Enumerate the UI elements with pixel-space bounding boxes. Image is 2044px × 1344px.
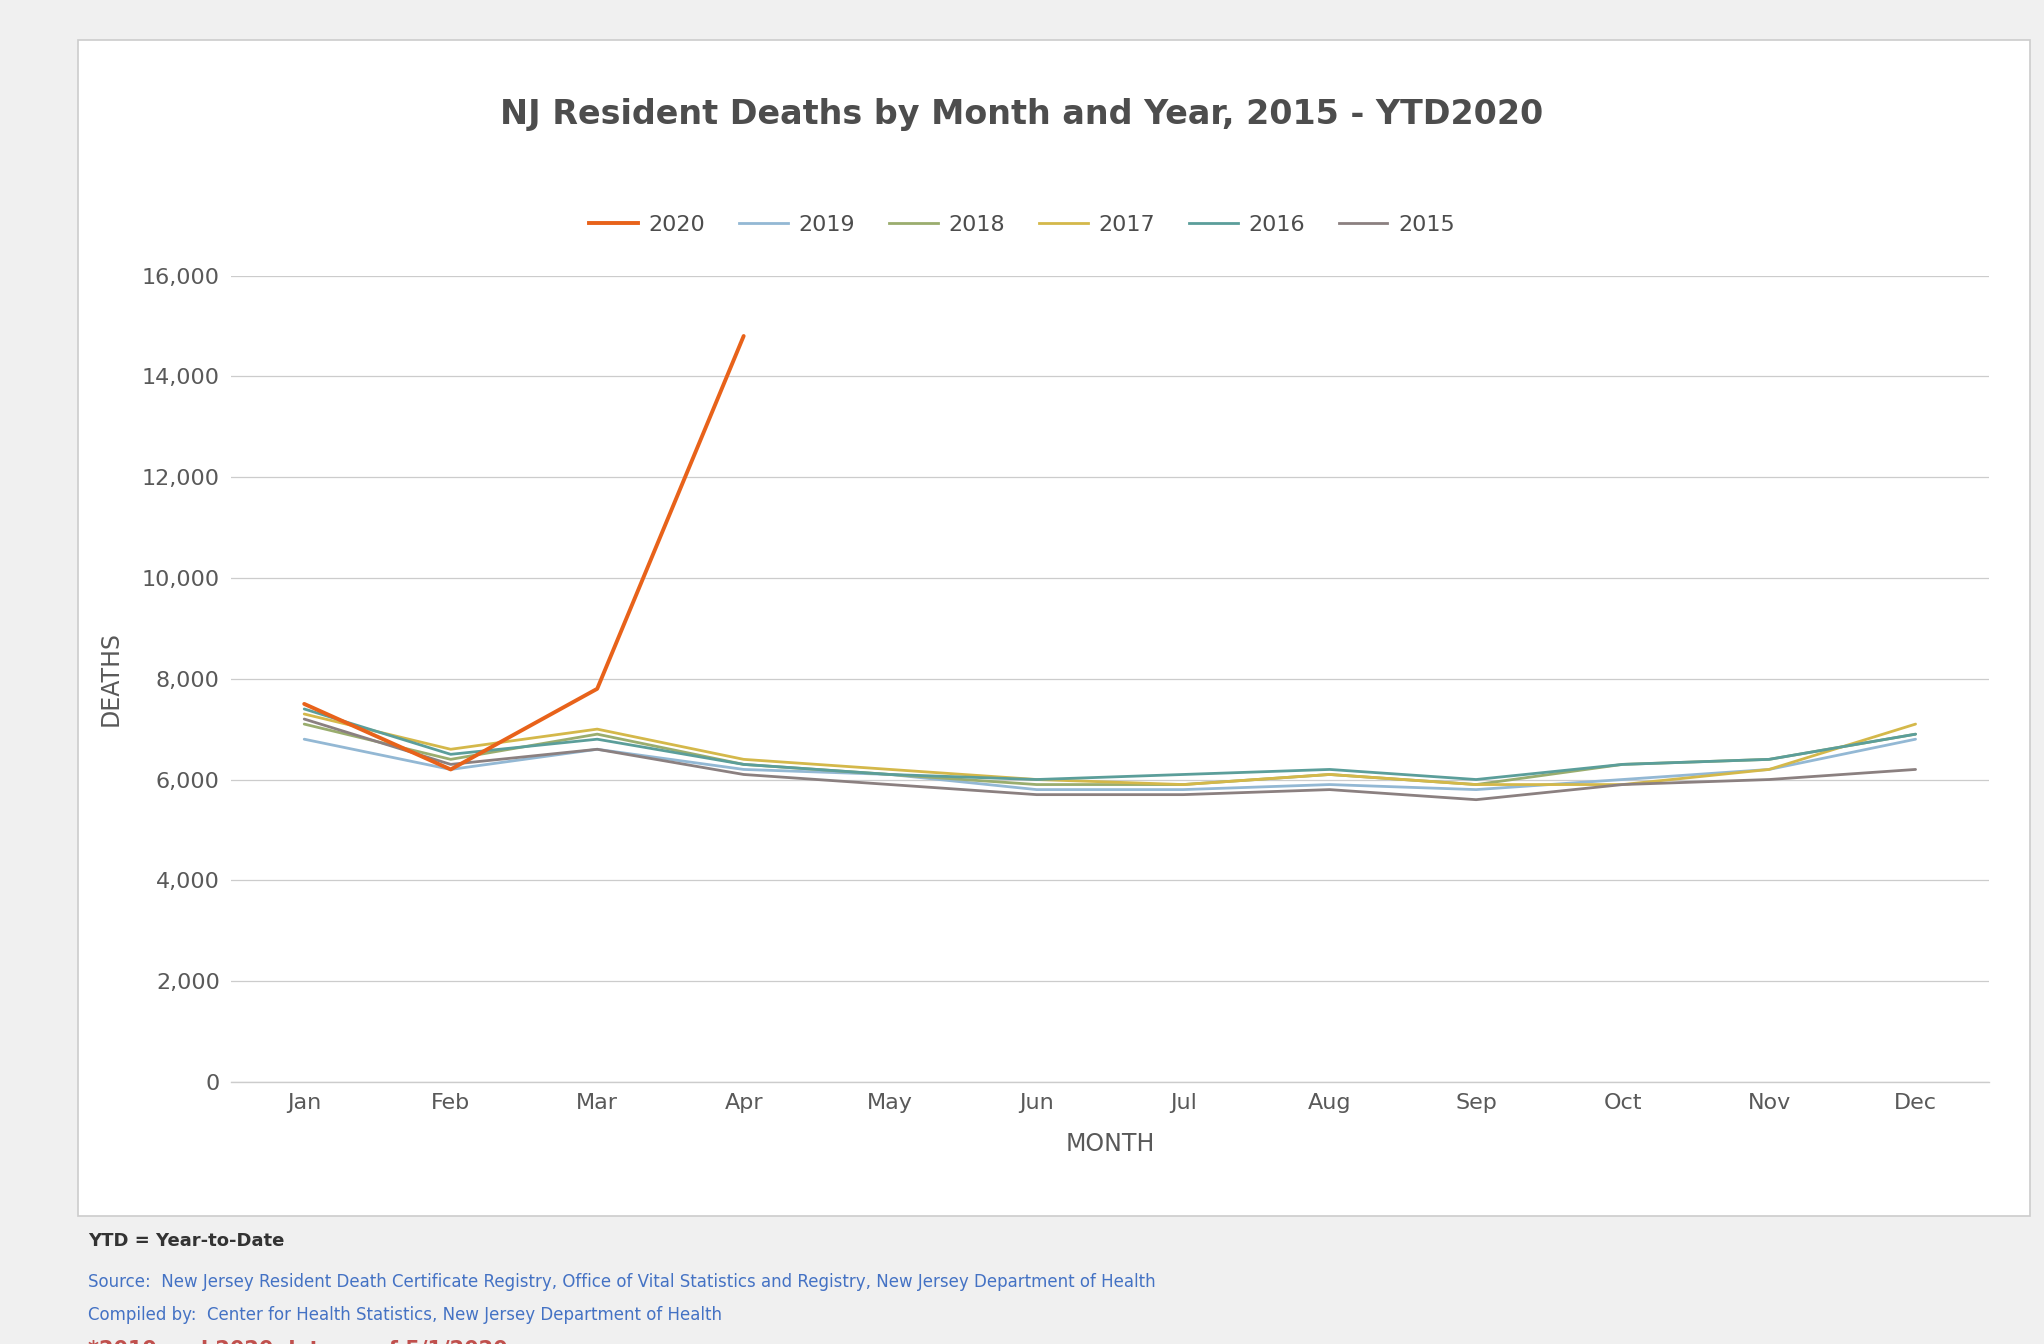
Text: *2019 and 2020 data as of 5/1/2020: *2019 and 2020 data as of 5/1/2020 (88, 1340, 507, 1344)
Text: Source:  New Jersey Resident Death Certificate Registry, Office of Vital Statist: Source: New Jersey Resident Death Certif… (88, 1273, 1155, 1290)
Legend: 2020, 2019, 2018, 2017, 2016, 2015: 2020, 2019, 2018, 2017, 2016, 2015 (580, 206, 1464, 243)
Text: Compiled by:  Center for Health Statistics, New Jersey Department of Health: Compiled by: Center for Health Statistic… (88, 1306, 722, 1324)
Text: NJ Resident Deaths by Month and Year, 2015 - YTD2020: NJ Resident Deaths by Month and Year, 20… (501, 98, 1543, 130)
Text: YTD = Year-to-Date: YTD = Year-to-Date (88, 1232, 284, 1250)
X-axis label: MONTH: MONTH (1065, 1133, 1155, 1156)
Y-axis label: DEATHS: DEATHS (98, 632, 123, 726)
